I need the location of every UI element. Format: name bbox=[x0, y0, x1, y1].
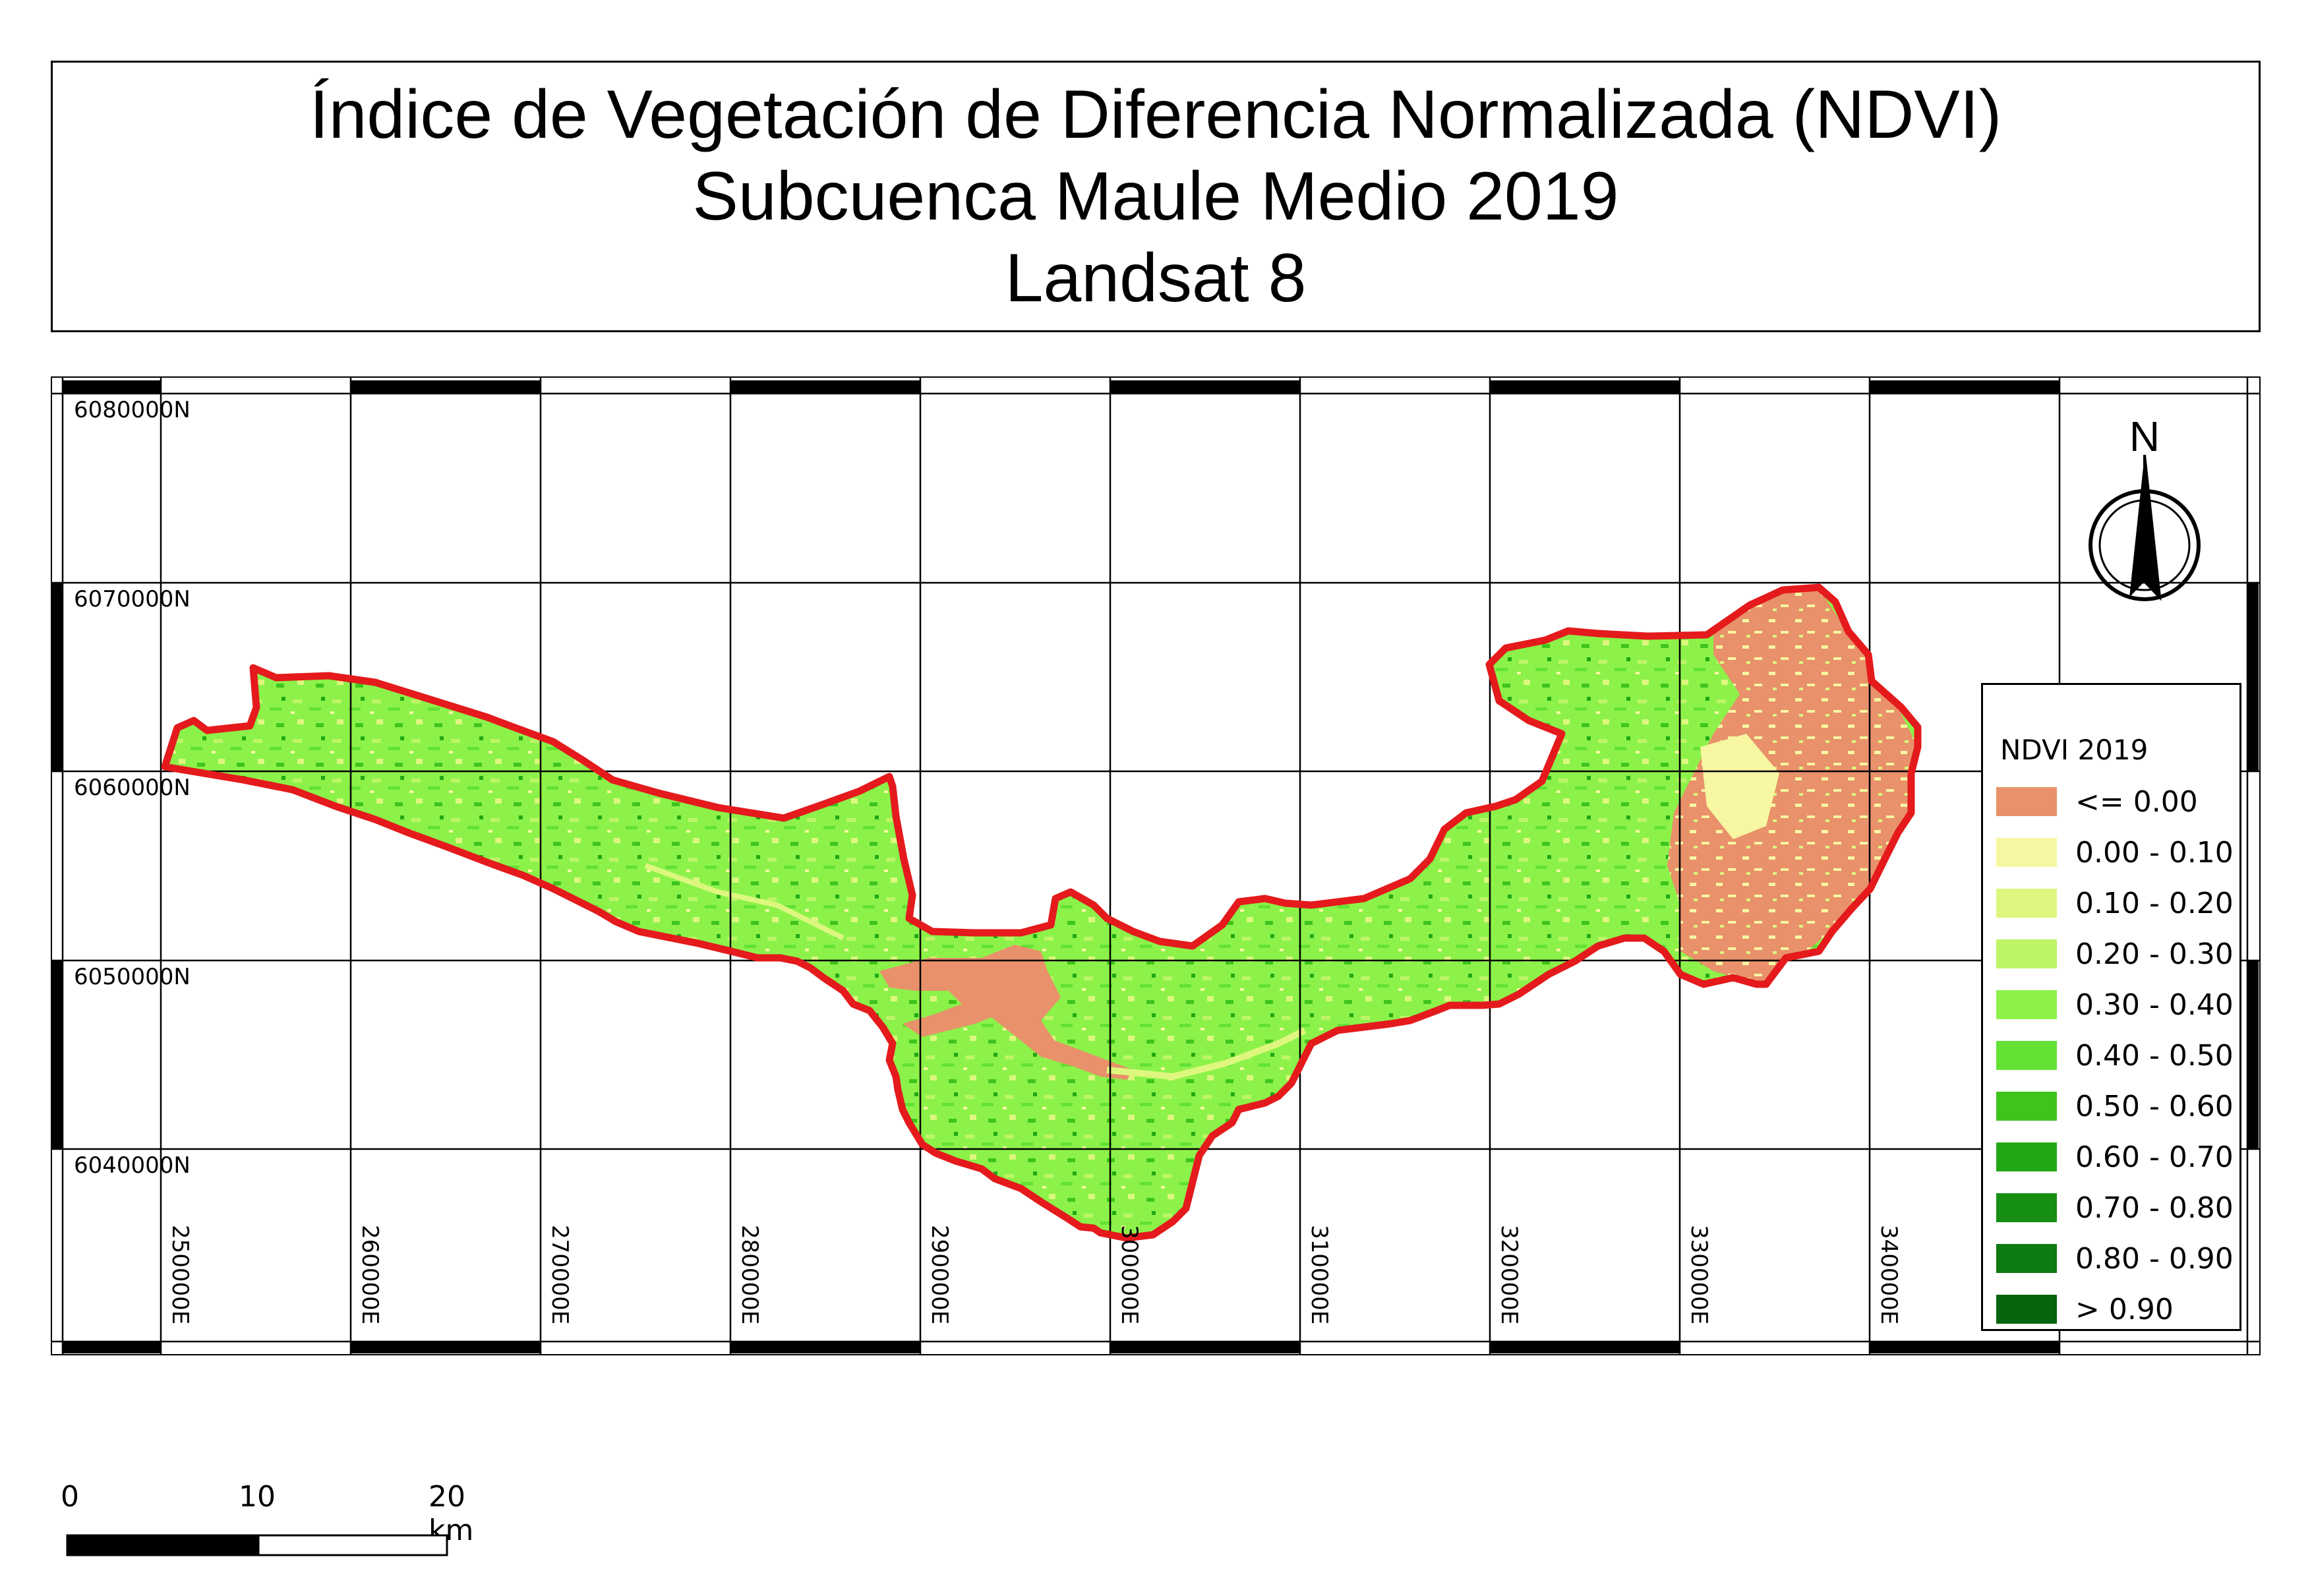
legend: NDVI 2019 <= 0.00 0.00 - 0.10 0.10 - 0.20 0… bbox=[1981, 683, 2241, 1331]
map-title-line-3: Landsat 8 bbox=[1005, 240, 1307, 316]
legend-label: > 0.90 bbox=[2075, 1292, 2174, 1326]
northing-label: 6070000N bbox=[74, 586, 191, 612]
legend-swatch bbox=[1996, 1142, 2057, 1171]
legend-item: > 0.90 bbox=[1996, 1289, 2174, 1329]
legend-label: 0.80 - 0.90 bbox=[2075, 1241, 2234, 1276]
northing-labels: 6080000N 6070000N 6060000N 6050000N 6040… bbox=[74, 397, 191, 1179]
legend-swatch bbox=[1996, 939, 2057, 968]
coordinate-grid bbox=[52, 378, 2259, 1354]
legend-item: 0.80 - 0.90 bbox=[1996, 1239, 2234, 1278]
low-ndvi-zone bbox=[1700, 734, 1779, 839]
map-title-line-1: Índice de Vegetación de Diferencia Norma… bbox=[309, 76, 2002, 153]
map-title-line-2: Subcuenca Maule Medio 2019 bbox=[692, 158, 1619, 235]
easting-label: 270000E bbox=[547, 1225, 573, 1324]
scale-bar: 0 10 20 km bbox=[61, 1480, 473, 1566]
map-canvas: 6080000N 6070000N 6060000N 6050000N 6040… bbox=[52, 378, 2259, 1354]
legend-swatch bbox=[1996, 990, 2057, 1019]
legend-item: 0.20 - 0.30 bbox=[1996, 934, 2234, 974]
ndvi-raster bbox=[165, 587, 1918, 1238]
legend-swatch bbox=[1996, 1193, 2057, 1222]
legend-item: 0.70 - 0.80 bbox=[1996, 1188, 2234, 1227]
legend-label: 0.20 - 0.30 bbox=[2075, 937, 2234, 971]
legend-item: 0.10 - 0.20 bbox=[1996, 883, 2234, 923]
reservoir-water bbox=[879, 945, 1133, 1080]
legend-label: 0.70 - 0.80 bbox=[2075, 1191, 2234, 1225]
northing-label: 6050000N bbox=[74, 964, 191, 990]
easting-label: 260000E bbox=[357, 1225, 383, 1324]
legend-swatch bbox=[1996, 1295, 2057, 1324]
legend-title: NDVI 2019 bbox=[2000, 734, 2149, 766]
legend-item: 0.60 - 0.70 bbox=[1996, 1137, 2234, 1177]
dry-zone-east bbox=[1667, 589, 1918, 984]
easting-label: 320000E bbox=[1496, 1225, 1522, 1324]
legend-swatch bbox=[1996, 787, 2057, 816]
easting-label: 300000E bbox=[1116, 1225, 1142, 1324]
map-title-box: Índice de Vegetación de Diferencia Norma… bbox=[51, 61, 2261, 332]
legend-swatch bbox=[1996, 1244, 2057, 1273]
frame-tick-bars bbox=[52, 380, 2259, 1353]
legend-label: 0.60 - 0.70 bbox=[2075, 1140, 2234, 1174]
easting-label: 290000E bbox=[926, 1225, 953, 1324]
scale-bar-graphic bbox=[66, 1534, 448, 1556]
northing-label: 6060000N bbox=[74, 775, 191, 801]
north-arrow-label: N bbox=[2129, 413, 2160, 460]
northing-label: 6080000N bbox=[74, 397, 191, 423]
legend-item: 0.40 - 0.50 bbox=[1996, 1036, 2234, 1075]
northing-label: 6040000N bbox=[74, 1152, 191, 1179]
legend-swatch bbox=[1996, 838, 2057, 867]
legend-swatch bbox=[1996, 1041, 2057, 1070]
easting-label: 250000E bbox=[167, 1225, 193, 1324]
legend-item: 0.50 - 0.60 bbox=[1996, 1086, 2234, 1126]
easting-label: 310000E bbox=[1306, 1225, 1332, 1324]
legend-label: 0.00 - 0.10 bbox=[2075, 835, 2234, 870]
scale-label-10: 10 bbox=[239, 1480, 276, 1514]
easting-label: 340000E bbox=[1876, 1225, 1902, 1324]
north-arrow: N bbox=[2077, 410, 2228, 608]
legend-swatch bbox=[1996, 889, 2057, 918]
legend-label: <= 0.00 bbox=[2075, 784, 2198, 819]
legend-item: <= 0.00 bbox=[1996, 782, 2198, 821]
easting-labels: 250000E 260000E 270000E 280000E 290000E … bbox=[167, 1225, 1902, 1324]
legend-swatch bbox=[1996, 1092, 2057, 1121]
map-frame: 6080000N 6070000N 6060000N 6050000N 6040… bbox=[51, 376, 2261, 1355]
legend-item: 0.00 - 0.10 bbox=[1996, 833, 2234, 872]
legend-label: 0.50 - 0.60 bbox=[2075, 1089, 2234, 1123]
legend-item: 0.30 - 0.40 bbox=[1996, 985, 2234, 1024]
legend-label: 0.30 - 0.40 bbox=[2075, 988, 2234, 1022]
legend-label: 0.10 - 0.20 bbox=[2075, 886, 2234, 920]
legend-label: 0.40 - 0.50 bbox=[2075, 1038, 2234, 1073]
scale-label-0: 0 bbox=[61, 1480, 79, 1514]
easting-label: 330000E bbox=[1686, 1225, 1712, 1324]
easting-label: 280000E bbox=[736, 1225, 763, 1324]
